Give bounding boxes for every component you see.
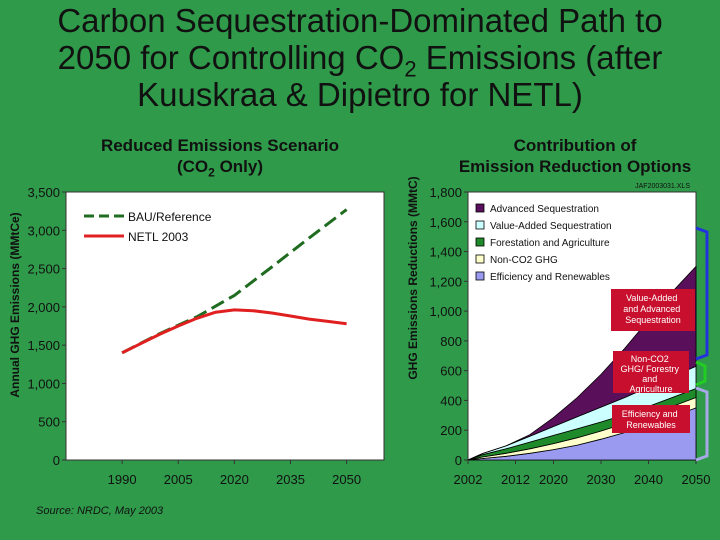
right-legend-swatch-0 bbox=[475, 203, 485, 213]
annotation-efficiency-line1: Efficiency and bbox=[622, 409, 678, 419]
left-y-tick-label: 2,000 bbox=[27, 300, 60, 315]
left-y-ticks: 0 500 1,000 1,500 2,000 2,500 3,000 3,500 bbox=[27, 185, 66, 468]
right-x-ticks: 2002 2012 2020 2030 2040 2050 bbox=[454, 460, 711, 487]
right-y-tick-label: 800 bbox=[440, 334, 462, 349]
left-series-group bbox=[121, 208, 348, 355]
annotation-nonco2-line1: Non-CO2 bbox=[631, 354, 669, 364]
annotation-sequestration-box bbox=[611, 289, 695, 331]
right-y-tick-label: 200 bbox=[440, 423, 462, 438]
annotation-sequestration-line3: Sequestration bbox=[625, 315, 681, 325]
annotation-nonco2-line4: Agriculture bbox=[629, 384, 672, 394]
right-legend-swatch-1 bbox=[475, 220, 485, 230]
right-y-tick-label: 400 bbox=[440, 393, 462, 408]
right-y-tick-label: 1,200 bbox=[429, 274, 462, 289]
right-y-tick-label: 600 bbox=[440, 364, 462, 379]
left-chart-title: Reduced Emissions Scenario (CO2 Only) bbox=[40, 135, 400, 180]
annotation-efficiency-box bbox=[612, 405, 690, 433]
bracket-efficiency bbox=[695, 386, 709, 462]
right-chart-title-line1: Contribution of bbox=[513, 136, 637, 155]
right-legend-label-1: Value-Added Sequestration bbox=[490, 221, 612, 232]
right-legend-label-0: Advanced Sequestration bbox=[490, 204, 599, 215]
right-y-ticks: 0 200 400 600 800 1,000 1,200 1,400 1,600 1,800 bbox=[429, 185, 468, 468]
right-stamp: JAF2003031.XLS bbox=[635, 183, 690, 190]
right-annotations: Value-Added and Advanced Sequestration N… bbox=[611, 226, 709, 462]
right-chart-title-line2: Emission Reduction Options bbox=[458, 157, 692, 176]
right-y-tick-label: 1,000 bbox=[429, 304, 462, 319]
annotation-sequestration-line2: and Advanced bbox=[623, 304, 680, 314]
bracket-sequestration bbox=[695, 226, 709, 361]
annotation-nonco2-text: Non-CO2 GHG/ Forestry and Agriculture bbox=[620, 354, 681, 394]
right-x-tick-label: 2002 bbox=[454, 472, 483, 487]
right-x-tick-label: 2030 bbox=[587, 472, 616, 487]
slide-title-line2b: Emissions (after bbox=[416, 39, 663, 76]
left-line-chart: 0 500 1,000 1,500 2,000 2,500 3,000 3,500 1990 2… bbox=[8, 185, 385, 517]
left-y-axis-label: Annual GHG Emissions (MMtCe) bbox=[8, 212, 22, 397]
slide-title: Carbon Sequestration-Dominated Path to 2… bbox=[0, 2, 720, 113]
annotation-nonco2-line3: and bbox=[642, 374, 657, 384]
annotation-nonco2-box bbox=[613, 351, 689, 393]
left-y-tick-label: 0 bbox=[53, 453, 60, 468]
right-y-axis-label: GHG Emissions Reductions (MMtC) bbox=[406, 176, 420, 379]
slide-title-sub: 2 bbox=[404, 56, 417, 82]
left-y-tick-label: 1,000 bbox=[27, 376, 60, 391]
annotation-sequestration-line1: Value-Added bbox=[626, 293, 677, 303]
slide-title-line3: Kuuskraa & Dipietro for NETL) bbox=[137, 76, 583, 113]
right-legend-swatch-4 bbox=[475, 271, 485, 281]
left-y-tick-label: 3,500 bbox=[27, 185, 60, 200]
left-chart-title-line2a: (CO bbox=[176, 157, 209, 176]
right-x-tick-label: 2012 bbox=[501, 472, 530, 487]
left-plot-area bbox=[65, 191, 385, 461]
right-y-tick-label: 1,400 bbox=[429, 245, 462, 260]
right-y-tick-label: 0 bbox=[455, 453, 462, 468]
slide-title-line2a: 2050 for Controlling CO bbox=[57, 39, 405, 76]
left-legend-label-1: NETL 2003 bbox=[128, 230, 189, 244]
left-source-note: Source: NRDC, May 2003 bbox=[36, 505, 164, 517]
left-chart-title-sub: 2 bbox=[208, 165, 215, 180]
left-y-tick-label: 2,500 bbox=[27, 262, 60, 277]
left-legend-label-0: BAU/Reference bbox=[128, 210, 212, 224]
left-legend: BAU/Reference NETL 2003 bbox=[84, 210, 212, 244]
right-chart-title: Contribution of Emission Reduction Optio… bbox=[430, 135, 720, 177]
left-x-tick-label: 2035 bbox=[276, 472, 305, 487]
slide-title-line1: Carbon Sequestration-Dominated Path to bbox=[57, 2, 663, 39]
annotation-efficiency-line2: Renewables bbox=[626, 420, 676, 430]
right-legend-label-4: Efficiency and Renewables bbox=[490, 272, 610, 283]
left-y-tick-label: 3,000 bbox=[27, 223, 60, 238]
left-x-tick-label: 2020 bbox=[220, 472, 249, 487]
annotation-sequestration: Value-Added and Advanced Sequestration bbox=[611, 289, 695, 331]
right-y-tick-label: 1,800 bbox=[429, 185, 462, 200]
left-series-line-1 bbox=[121, 308, 347, 355]
right-y-tick-label: 1,600 bbox=[429, 215, 462, 230]
bracket-nonco2 bbox=[695, 360, 707, 387]
left-x-ticks: 1990 2005 2020 2035 2050 bbox=[108, 460, 361, 487]
annotation-nonco2-line2: GHG/ Forestry bbox=[620, 364, 679, 374]
left-y-tick-label: 1,500 bbox=[27, 338, 60, 353]
left-x-tick-label: 1990 bbox=[108, 472, 137, 487]
left-chart-title-line1: Reduced Emissions Scenario bbox=[100, 136, 340, 155]
left-x-tick-label: 2005 bbox=[164, 472, 193, 487]
right-area-chart: 0 200 400 600 800 1,000 1,200 1,400 1,600 1,800 2… bbox=[406, 176, 710, 487]
right-x-tick-label: 2050 bbox=[682, 472, 711, 487]
right-legend-swatch-2 bbox=[475, 237, 485, 247]
left-chart-title-line2b: Only) bbox=[214, 157, 264, 176]
right-x-tick-label: 2040 bbox=[634, 472, 663, 487]
left-y-tick-label: 500 bbox=[38, 415, 60, 430]
right-legend-swatch-3 bbox=[475, 254, 485, 264]
right-x-tick-label: 2020 bbox=[539, 472, 568, 487]
right-legend: Advanced Sequestration Value-Added Seques… bbox=[475, 203, 612, 283]
right-legend-label-2: Forestation and Agriculture bbox=[490, 238, 610, 249]
annotation-efficiency-text: Efficiency and Renewables bbox=[622, 409, 680, 430]
right-legend-label-3: Non-CO2 GHG bbox=[490, 255, 558, 266]
annotation-nonco2: Non-CO2 GHG/ Forestry and Agriculture bbox=[613, 351, 689, 394]
annotation-efficiency: Efficiency and Renewables bbox=[612, 405, 690, 433]
left-x-tick-label: 2050 bbox=[332, 472, 361, 487]
annotation-sequestration-text: Value-Added and Advanced Sequestration bbox=[623, 293, 683, 325]
